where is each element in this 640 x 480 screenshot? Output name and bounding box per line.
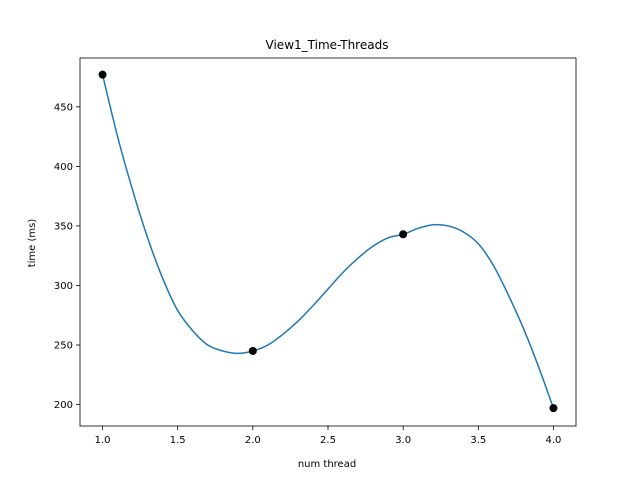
x-tick-label: 1.5 bbox=[170, 435, 186, 446]
series-curve bbox=[101, 74, 555, 409]
x-tick-label: 1.0 bbox=[95, 435, 111, 446]
x-axis: 1.0 1.5 2.0 2.5 3.0 3.5 4.0 bbox=[95, 426, 562, 446]
y-axis: 200 250 300 350 400 450 bbox=[54, 102, 80, 411]
x-tick-label: 3.5 bbox=[470, 435, 486, 446]
data-point bbox=[549, 404, 558, 413]
y-tick-label: 250 bbox=[54, 341, 73, 352]
y-tick-label: 350 bbox=[54, 221, 73, 232]
y-tick-label: 200 bbox=[54, 400, 73, 411]
x-tick-label: 3.0 bbox=[395, 435, 411, 446]
x-axis-title: num thread bbox=[298, 459, 356, 470]
data-point bbox=[399, 230, 408, 239]
chart-title: View1_Time-Threads bbox=[266, 38, 389, 52]
data-point bbox=[98, 70, 107, 79]
plot-area bbox=[98, 70, 558, 413]
y-tick-label: 450 bbox=[54, 102, 73, 113]
y-tick-label: 400 bbox=[54, 162, 73, 173]
y-axis-title: time (ms) bbox=[27, 219, 38, 268]
x-tick-label: 2.5 bbox=[320, 435, 336, 446]
x-tick-label: 4.0 bbox=[546, 435, 562, 446]
y-tick-label: 300 bbox=[54, 281, 73, 292]
x-tick-label: 2.0 bbox=[245, 435, 261, 446]
data-point bbox=[248, 346, 257, 355]
plot-frame bbox=[79, 57, 577, 427]
